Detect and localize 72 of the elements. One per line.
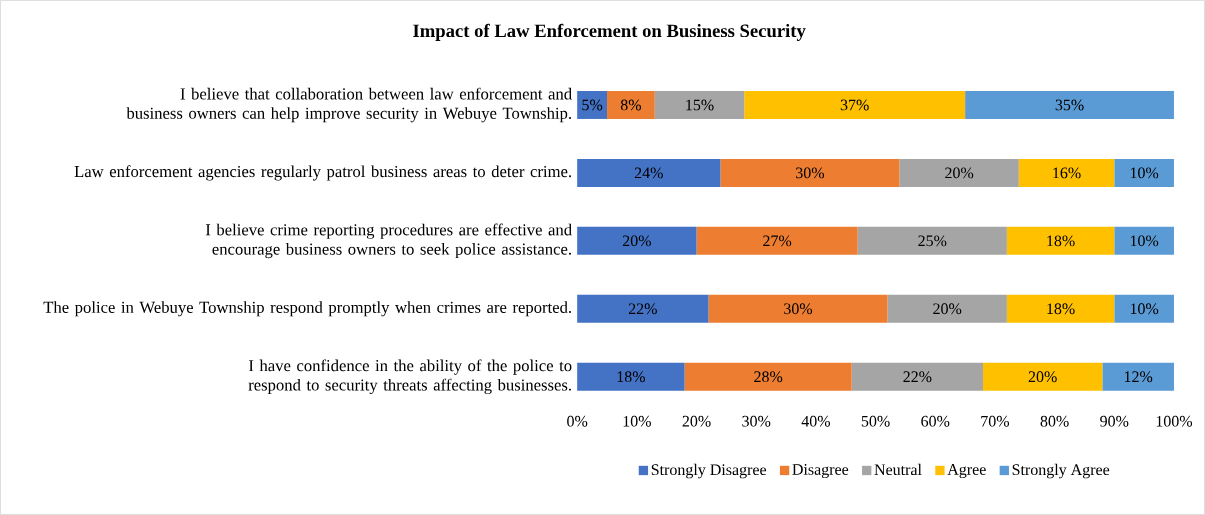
bar <box>965 90 1174 119</box>
data-label: 27% <box>763 235 792 247</box>
legend-label: Strongly Disagree <box>651 463 767 479</box>
data-label: 20% <box>1028 371 1057 383</box>
data-label: 30% <box>796 167 825 179</box>
data-label: 28% <box>754 371 783 383</box>
bar <box>899 158 1019 187</box>
y-tick-label: I believe crime reporting procedures are effective and encourage business owners to seek police assistance. <box>205 223 572 259</box>
x-tick-label: 40% <box>801 415 830 427</box>
y-tick-label: I believe that collaboration between law enforcement and business owners can help improve security in Webuye Township. <box>126 87 572 123</box>
chart-title: Impact of Law Enforcement on Business Security <box>413 23 806 41</box>
x-tick-label: 70% <box>981 415 1010 427</box>
data-label: 12% <box>1124 371 1153 383</box>
bar <box>577 362 685 391</box>
data-label: 37% <box>840 99 869 111</box>
bar <box>684 362 852 391</box>
data-label: 22% <box>628 303 657 315</box>
bar <box>1114 158 1174 187</box>
y-tick-label: Law enforcement agencies regularly patrol business areas to deter crime. <box>74 165 571 181</box>
data-label: 20% <box>622 235 651 247</box>
data-label: 18% <box>1047 235 1075 247</box>
data-label: 10% <box>1130 167 1159 179</box>
y-tick-label: I have confidence in the ability of the police to respond to security threats affecting businesses. <box>248 359 572 395</box>
bar <box>577 90 608 119</box>
bar <box>1114 294 1174 323</box>
x-tick-label: 80% <box>1040 415 1069 427</box>
bar <box>577 294 709 323</box>
bar <box>654 90 745 119</box>
data-label: 10% <box>1130 303 1159 315</box>
data-label: 20% <box>933 303 962 315</box>
legend-label: Neutral <box>874 463 922 476</box>
x-tick-label: 60% <box>921 415 950 427</box>
x-tick-label: 50% <box>861 415 890 427</box>
x-tick-label: 20% <box>682 415 711 427</box>
bar <box>887 294 1007 323</box>
bar <box>696 226 858 255</box>
x-tick-label: 100% <box>1156 415 1193 427</box>
data-label: 10% <box>1130 235 1159 247</box>
bar <box>744 90 966 119</box>
y-tick-label: The police in Webuye Township respond promptly when crimes are reported. <box>43 301 571 317</box>
bar <box>577 226 697 255</box>
data-label: 5% <box>582 99 603 111</box>
data-label: 22% <box>903 371 932 383</box>
bar <box>1006 226 1115 255</box>
data-label: 18% <box>1047 303 1075 315</box>
data-label: 25% <box>918 235 947 247</box>
bar <box>1018 158 1115 187</box>
x-tick-label: 90% <box>1100 415 1129 427</box>
x-tick-label: 30% <box>742 415 771 427</box>
bar <box>983 362 1103 391</box>
data-label: 30% <box>784 303 813 315</box>
data-label: 16% <box>1053 167 1081 179</box>
data-label: 35% <box>1055 99 1084 111</box>
bar <box>1102 362 1174 391</box>
bar <box>577 158 721 187</box>
data-label: 8% <box>620 99 642 111</box>
legend-label: Agree <box>947 464 986 479</box>
bar <box>607 90 655 119</box>
bar <box>1114 226 1174 255</box>
data-label: 18% <box>617 371 646 383</box>
data-label: 24% <box>634 167 663 179</box>
data-label: 15% <box>686 99 714 111</box>
bar <box>857 226 1007 255</box>
legend-label: Disagree <box>792 464 849 479</box>
data-label: 20% <box>945 167 974 179</box>
x-tick-label: 0% <box>567 415 588 427</box>
bar <box>720 158 900 187</box>
legend-label: Strongly Agree <box>1012 463 1110 479</box>
bar <box>708 294 888 323</box>
bar <box>1006 294 1115 323</box>
x-tick-label: 10% <box>623 415 651 427</box>
bar <box>851 362 983 391</box>
